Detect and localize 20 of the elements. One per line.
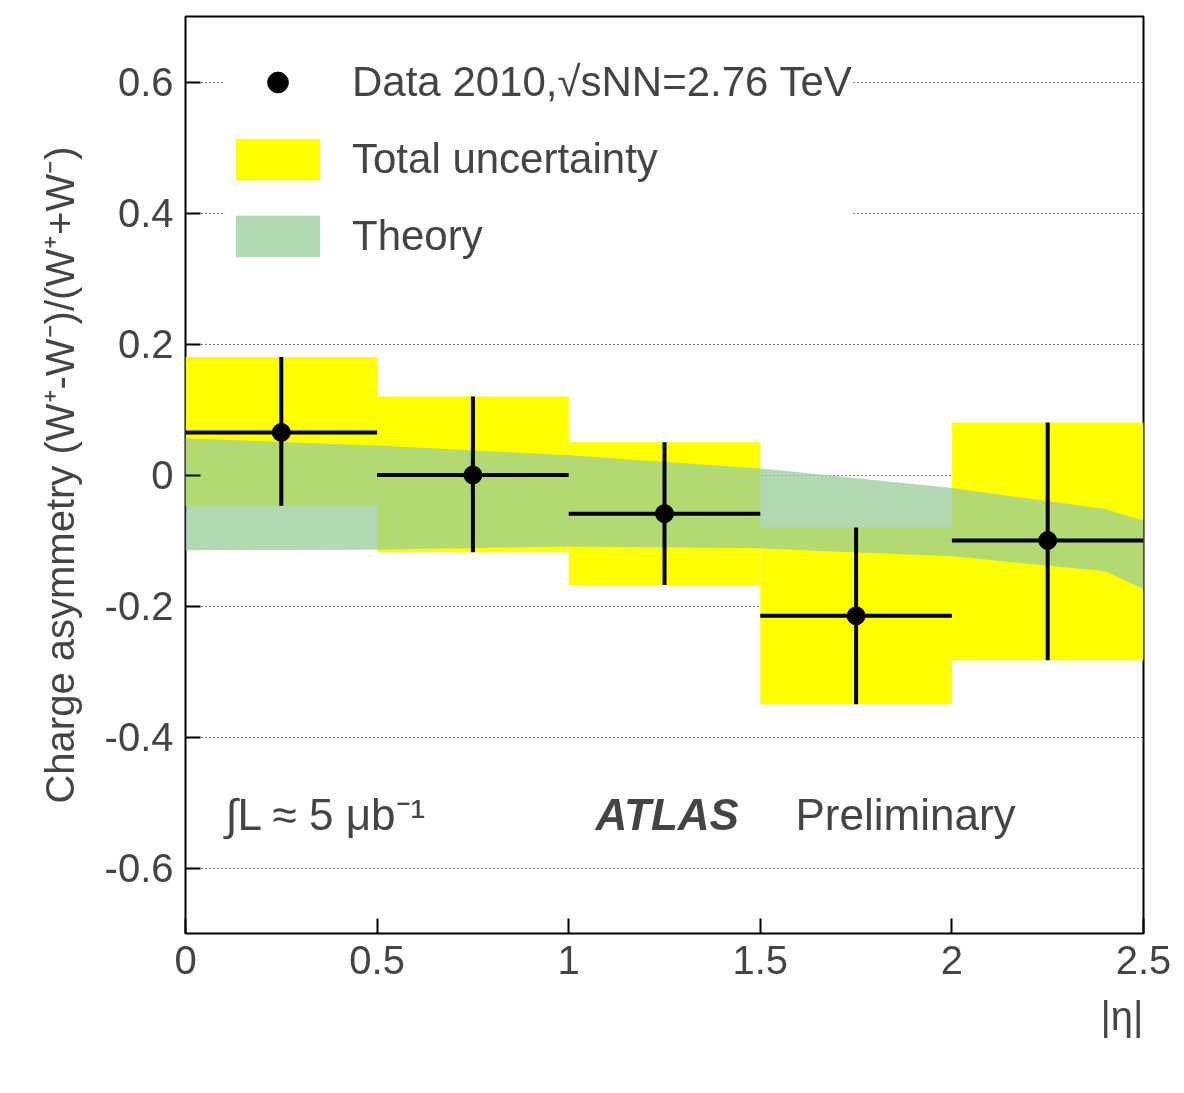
y-tick-label: 0.2 — [117, 322, 174, 366]
x-tick-label: 2.5 — [1115, 937, 1172, 982]
y-tick-label: -0.6 — [104, 846, 174, 890]
x-tick-label: 2 — [940, 937, 964, 982]
legend-label: Data 2010,√sNN=2.76 TeV — [352, 58, 852, 106]
legend-label: Theory — [352, 212, 483, 260]
y-tick-label: 0.6 — [117, 60, 174, 104]
annotation: ∫L ≈ 5 μb⁻¹ — [222, 789, 426, 840]
x-tick-label: 1 — [557, 937, 580, 982]
x-axis-title: |η| — [1100, 993, 1144, 1038]
x-tick-label: 0.5 — [349, 937, 405, 982]
y-tick-label: 0 — [151, 453, 174, 497]
y-tick-label: -0.2 — [104, 584, 174, 628]
annotation: ATLAS — [594, 789, 739, 839]
legend-label: Total uncertainty — [352, 135, 658, 183]
x-tick-label: 1.5 — [732, 937, 789, 982]
y-tick-label: -0.4 — [104, 715, 174, 759]
annotation: Preliminary — [795, 789, 1016, 839]
y-axis-title: Charge asymmetry (W⁺-W⁻)/(W⁺+W⁻) — [37, 146, 82, 804]
y-tick-label: 0.4 — [117, 191, 174, 235]
